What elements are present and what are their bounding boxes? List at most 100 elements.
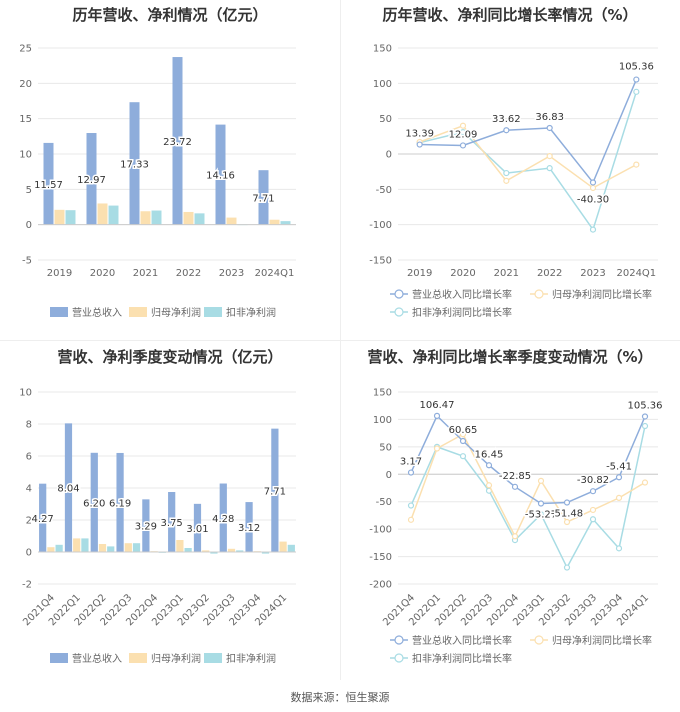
bar-revenue [215,124,226,225]
bar-revenue [245,502,253,552]
bar-revenue [258,170,269,225]
bar-parent-profit [202,550,210,552]
bar-data-label: 7.71 [252,193,274,204]
line-data-label: 105.36 [619,62,654,73]
bar-deducted-profit [261,552,270,554]
bar-parent-profit [73,538,81,552]
series-point [537,511,545,518]
line-data-label: 105.36 [628,400,663,411]
line-data-label: -51.48 [551,509,583,520]
series-line [419,124,637,189]
legend-label: 归母净利润同比增长率 [552,634,652,647]
bar-revenue [271,428,279,552]
line-data-label: -30.82 [577,475,609,486]
line-data-label: 13.39 [405,129,434,140]
y-tick-label: -100 [369,525,392,536]
series-point [416,141,423,148]
series-point [503,177,510,184]
bar-revenue [172,57,183,225]
line-data-label: 12.09 [449,129,478,140]
bar-revenue [219,483,227,552]
series-line [410,425,646,570]
series-point [407,516,415,523]
y-tick-label: 50 [379,114,392,125]
series-point [459,437,467,445]
bar-deducted-profit [280,221,291,225]
series-point [563,564,571,571]
bar-revenue [116,452,124,552]
legend-label: 扣非净利润 [226,652,276,665]
bar-data-label: 3.75 [161,518,183,529]
line-data-label: -53.27 [525,510,557,521]
bar-deducted-profit [210,552,218,554]
series-point [563,499,571,506]
bar-revenue [129,102,140,225]
legend-swatch [204,653,222,663]
bar-data-label: 3.12 [238,523,260,534]
chart-title: 历年营收、净利情况（亿元） [72,6,268,24]
series-point [641,479,649,486]
legend-swatch [50,653,68,663]
bar-data-label: 12.97 [77,175,106,186]
legend-label: 营业总收入 [72,306,122,319]
series-point [546,153,553,160]
series-point [537,500,545,507]
bar-revenue [90,452,98,552]
series-line [410,414,646,505]
bar-data-label: 4.28 [212,514,234,525]
legend-label: 归母净利润 [151,652,201,665]
line-data-label: -5.41 [606,461,632,472]
series-point [546,124,553,132]
bar-parent-profit [98,544,107,552]
y-tick-label: -2 [22,580,32,591]
bar-parent-profit [227,548,236,552]
y-tick-label: 5 [26,185,32,196]
y-tick-label: 100 [373,79,392,90]
y-tick-label: 50 [379,442,392,453]
legend-swatch [50,307,68,317]
y-tick-label: 6 [26,452,32,463]
bar-data-label: 3.29 [135,522,157,533]
series-point [589,179,597,186]
legend-label: 营业总收入同比增长率 [412,634,512,647]
series-point [546,165,553,172]
series-line [419,91,638,232]
bar-revenue [39,483,47,552]
chart-title: 营收、净利同比增长率季度变动情况（%） [367,348,653,366]
line-data-label: 16.45 [475,449,504,460]
x-tick-label: 2022 [176,268,201,279]
legend-swatch [129,653,147,663]
series-point [589,516,597,523]
bar-parent-profit [183,211,194,225]
chart-quarter-growth: -200-150-100-500501001502021Q42022Q12022… [369,388,664,666]
y-tick-label: -100 [369,220,392,231]
series-point [459,431,467,438]
y-tick-label: 0 [26,548,32,559]
chart-title: 营收、净利季度变动情况（亿元） [57,348,283,366]
y-tick-label: -150 [369,256,392,267]
y-tick-label: 10 [19,150,32,161]
legend-label: 归母净利润 [151,306,201,319]
line-data-label: -22.85 [499,471,531,482]
bar-parent-profit [97,203,108,225]
bar-revenue [193,503,202,552]
y-tick-label: -50 [376,185,392,196]
bar-parent-profit [54,209,65,225]
legend-label: 归母净利润同比增长率 [552,288,652,301]
bar-deducted-profit [81,538,89,552]
legend-marker [394,289,404,299]
panel-quarter-bar: 营收、净利季度变动情况（亿元） -2 0 2 4 6 8 10 2021Q4 2022Q1 202… [0,340,340,680]
bar-deducted-profit [151,210,162,225]
bar-data-label: 6.19 [109,498,131,509]
y-tick-label: 0 [386,150,392,161]
chart-annual-revenue-profit: -5 0 5 10 15 20 25 2019 2020 2021 2022 2023 2024Q1 11… [19,44,296,319]
x-tick-label: 2019 [47,268,72,279]
y-tick-label: 4 [26,484,32,495]
bar-revenue [168,492,176,552]
bar-deducted-profit [107,546,115,552]
y-tick-label: 25 [19,44,32,55]
bar-deducted-profit [236,550,244,552]
x-tick-label: 2022 [537,268,562,279]
series-point [459,122,467,129]
line-data-label: 36.83 [535,112,564,123]
